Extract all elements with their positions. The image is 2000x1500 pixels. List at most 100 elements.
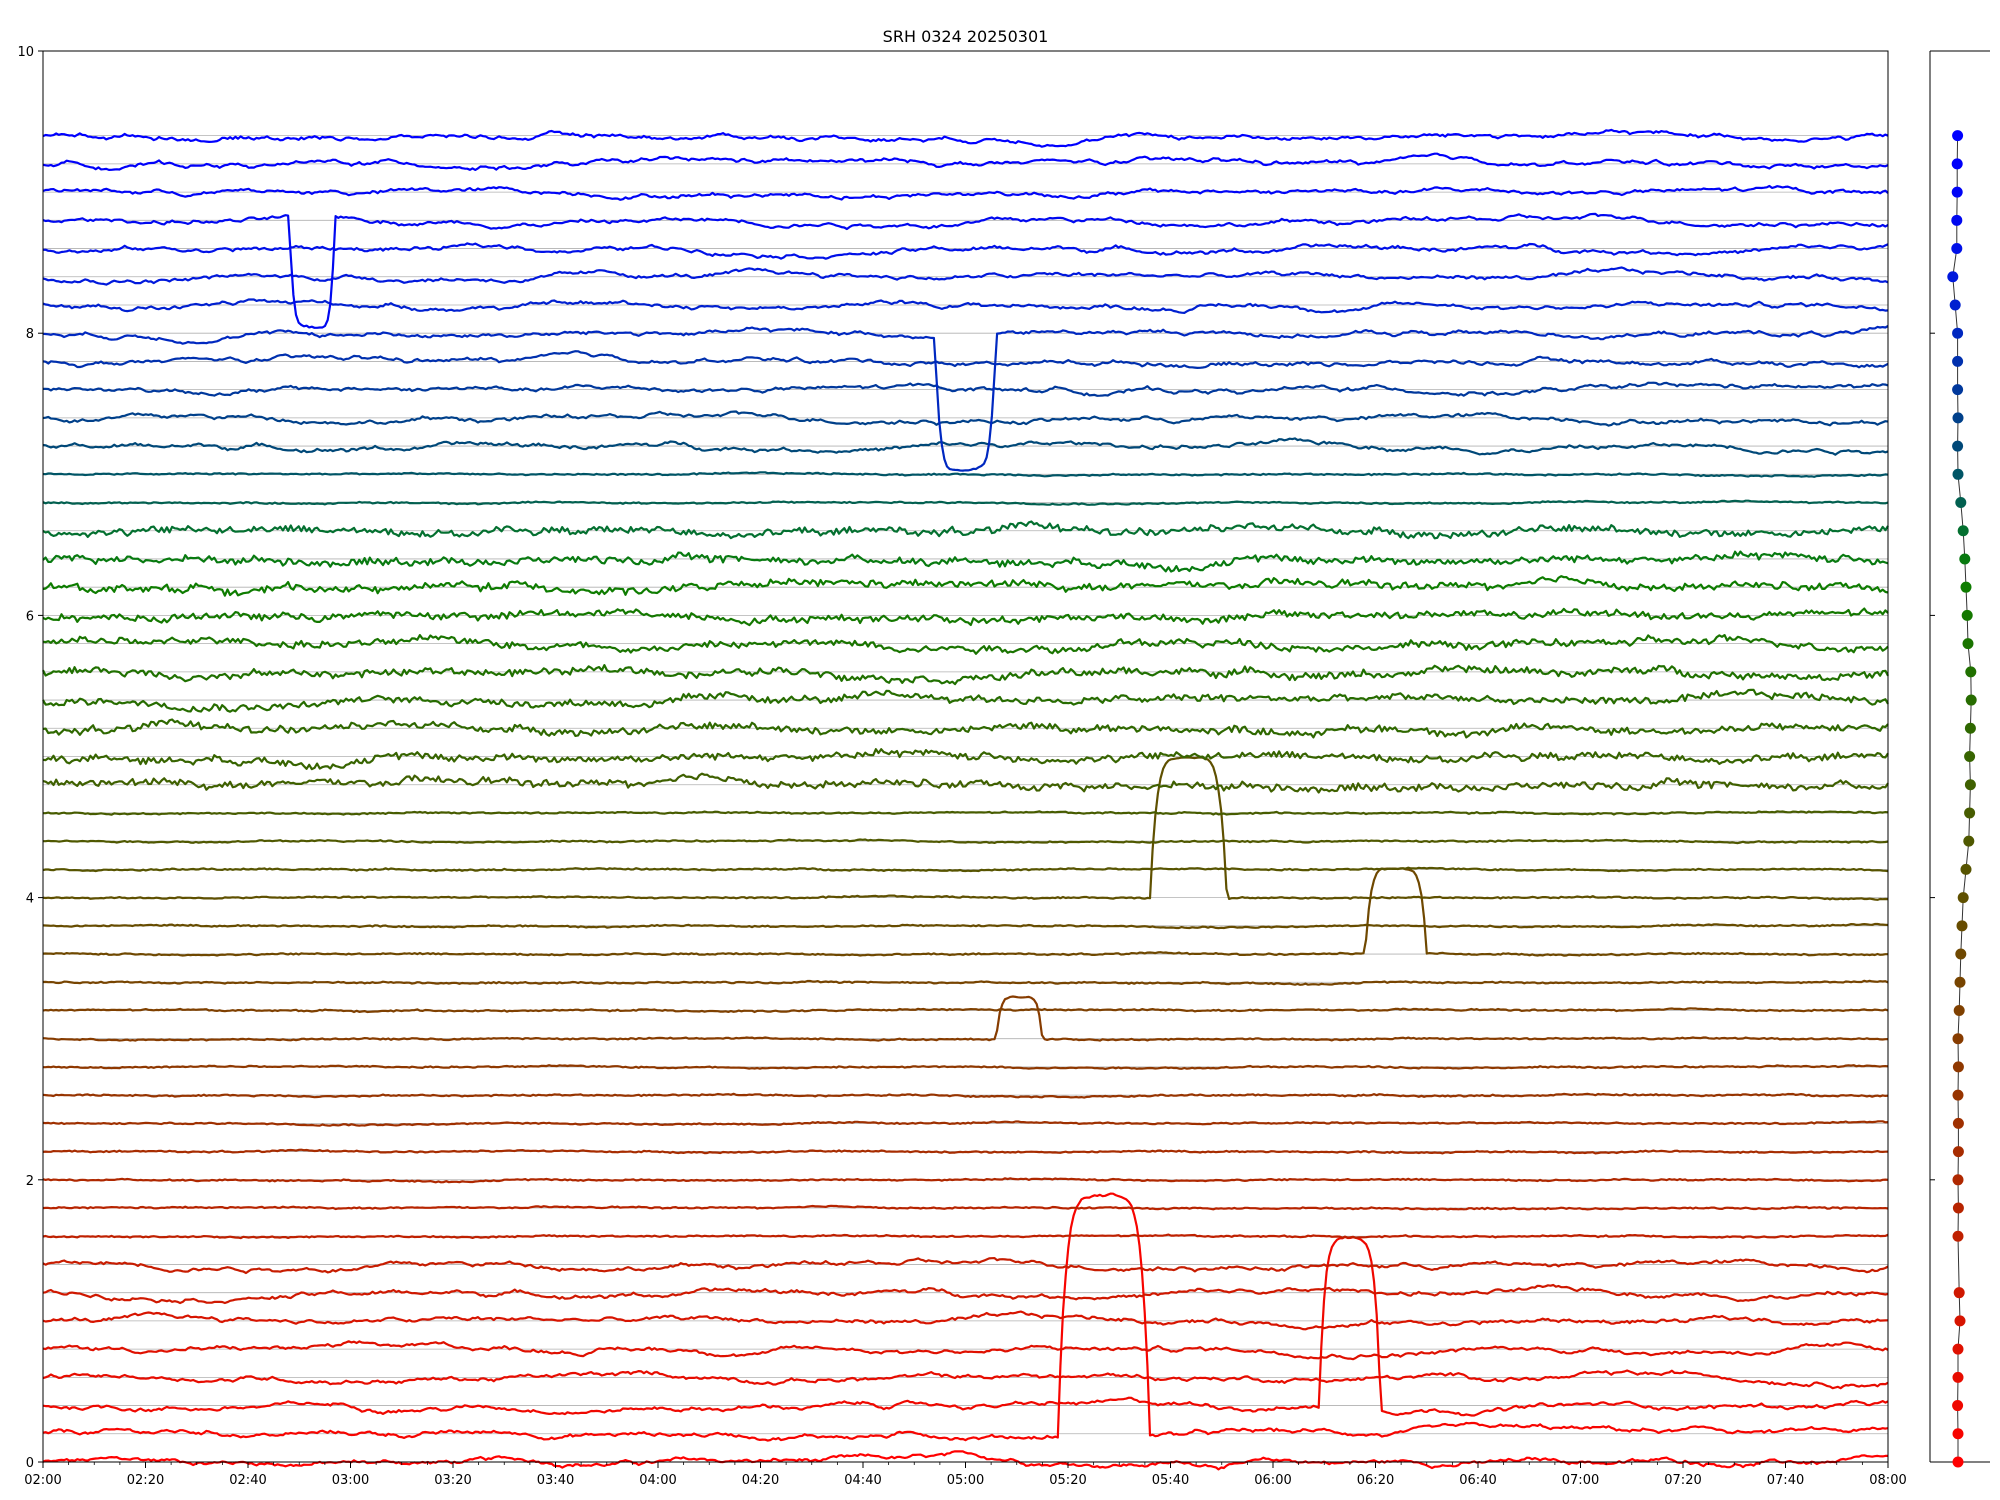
side-panel-point bbox=[1952, 1174, 1964, 1186]
side-panel-point bbox=[1960, 581, 1972, 593]
side-panel-point bbox=[1952, 1400, 1964, 1412]
x-tick-label: 02:20 bbox=[127, 1473, 164, 1488]
side-panel-point bbox=[1952, 355, 1964, 367]
x-tick-label: 03:40 bbox=[537, 1473, 574, 1488]
grid-lines bbox=[43, 135, 1888, 1463]
x-tick-label: 06:40 bbox=[1459, 1473, 1496, 1488]
channel-trace bbox=[42, 242, 1889, 260]
channel-trace bbox=[42, 1233, 1889, 1240]
side-panel-point bbox=[1965, 666, 1977, 678]
channel-trace bbox=[42, 1177, 1889, 1184]
chart-title: SRH 0324 20250301 bbox=[883, 27, 1049, 46]
channel-trace bbox=[42, 1310, 1889, 1331]
channel-trace bbox=[42, 266, 1889, 286]
y-axis: 0 2 4 6 8 10 bbox=[17, 45, 43, 1471]
channel-trace bbox=[43, 810, 1889, 816]
side-panel-point bbox=[1955, 948, 1967, 960]
channel-trace bbox=[42, 867, 1888, 957]
x-tick-label: 07:00 bbox=[1562, 1473, 1599, 1488]
channel-trace bbox=[43, 1064, 1889, 1070]
side-panel-point bbox=[1965, 694, 1977, 706]
y-tick-label: 4 bbox=[26, 892, 34, 907]
channel-trace bbox=[42, 471, 1889, 478]
side-panel-point bbox=[1952, 1456, 1964, 1468]
side-panel-point bbox=[1952, 440, 1964, 452]
side-panel-point bbox=[1951, 243, 1963, 255]
y-tick-label: 6 bbox=[26, 609, 34, 624]
side-panel-point bbox=[1952, 1202, 1964, 1214]
side-panel-point bbox=[1952, 327, 1964, 339]
side-panel-point bbox=[1957, 892, 1969, 904]
side-panel-point bbox=[1962, 638, 1974, 650]
side-panel-point bbox=[1964, 807, 1976, 819]
x-tick-label: 04:00 bbox=[639, 1473, 676, 1488]
side-panel-point bbox=[1955, 497, 1967, 509]
side-panel-point bbox=[1952, 1371, 1964, 1383]
x-tick-label: 04:40 bbox=[844, 1473, 881, 1488]
side-panel-point bbox=[1952, 468, 1964, 480]
channel-trace bbox=[42, 298, 1889, 314]
channel-trace bbox=[42, 995, 1889, 1042]
channel-trace bbox=[42, 607, 1889, 627]
channel-trace bbox=[42, 772, 1889, 794]
side-panel-point bbox=[1951, 214, 1963, 226]
side-panel-point bbox=[1954, 1315, 1966, 1327]
x-tick-label: 06:00 bbox=[1254, 1473, 1291, 1488]
channel-trace bbox=[42, 410, 1889, 427]
channel-trace bbox=[42, 499, 1889, 506]
side-panel-point bbox=[1952, 1146, 1964, 1158]
side-panel-point bbox=[1953, 1287, 1965, 1299]
channel-trace bbox=[42, 575, 1889, 597]
channel-trace bbox=[42, 688, 1889, 713]
channel-trace bbox=[43, 381, 1889, 397]
side-panel-point bbox=[1951, 158, 1963, 170]
x-tick-label: 04:20 bbox=[742, 1473, 779, 1488]
side-panel-point bbox=[1957, 525, 1969, 537]
x-axis: 02:00 02:20 02:40 03:00 03:20 03:40 04:00 04:20… bbox=[24, 1462, 1907, 1488]
side-panel-point bbox=[1959, 553, 1971, 565]
channel-trace bbox=[42, 1192, 1889, 1442]
channel-trace bbox=[42, 550, 1889, 573]
channel-trace bbox=[42, 184, 1889, 201]
channel-trace bbox=[42, 1148, 1889, 1155]
side-panel-point bbox=[1964, 722, 1976, 734]
channel-trace bbox=[42, 212, 1889, 329]
side-panel-point bbox=[1960, 863, 1972, 875]
trace-lines bbox=[42, 128, 1889, 1471]
x-tick-label: 03:00 bbox=[332, 1473, 369, 1488]
x-tick-label: 06:20 bbox=[1357, 1473, 1394, 1488]
channel-trace bbox=[42, 325, 1889, 472]
y-tick-label: 2 bbox=[26, 1174, 34, 1189]
side-panel-point bbox=[1952, 1230, 1964, 1242]
channel-trace bbox=[42, 1120, 1889, 1127]
channel-trace bbox=[42, 922, 1889, 930]
side-panel-point bbox=[1963, 835, 1975, 847]
side-panel-point bbox=[1952, 384, 1964, 396]
x-tick-label: 05:40 bbox=[1152, 1473, 1189, 1488]
channel-trace bbox=[42, 866, 1889, 873]
channel-trace bbox=[42, 748, 1889, 771]
x-tick-label: 03:20 bbox=[434, 1473, 471, 1488]
channel-trace bbox=[42, 718, 1889, 739]
x-tick-label: 02:00 bbox=[24, 1473, 61, 1488]
channel-trace bbox=[42, 128, 1889, 148]
side-panel-point bbox=[1954, 976, 1966, 988]
side-panel-point bbox=[1961, 609, 1973, 621]
channel-trace bbox=[42, 1369, 1889, 1390]
side-panel-point bbox=[1949, 299, 1961, 311]
y-tick-label: 8 bbox=[26, 327, 34, 342]
channel-trace bbox=[42, 1340, 1889, 1361]
channel-trace bbox=[42, 979, 1889, 986]
side-panel-point bbox=[1952, 412, 1964, 424]
side-panel-point bbox=[1952, 1117, 1964, 1129]
side-panel-point bbox=[1952, 1061, 1964, 1073]
x-tick-label: 02:40 bbox=[229, 1473, 266, 1488]
side-panel-point bbox=[1952, 1343, 1964, 1355]
side-panel-point bbox=[1952, 1033, 1964, 1045]
x-tick-label: 05:20 bbox=[1049, 1473, 1086, 1488]
channel-trace bbox=[42, 1235, 1889, 1417]
y-tick-label: 0 bbox=[26, 1456, 34, 1471]
side-panel-point bbox=[1964, 751, 1976, 762]
side-panel-point bbox=[1952, 1089, 1964, 1101]
